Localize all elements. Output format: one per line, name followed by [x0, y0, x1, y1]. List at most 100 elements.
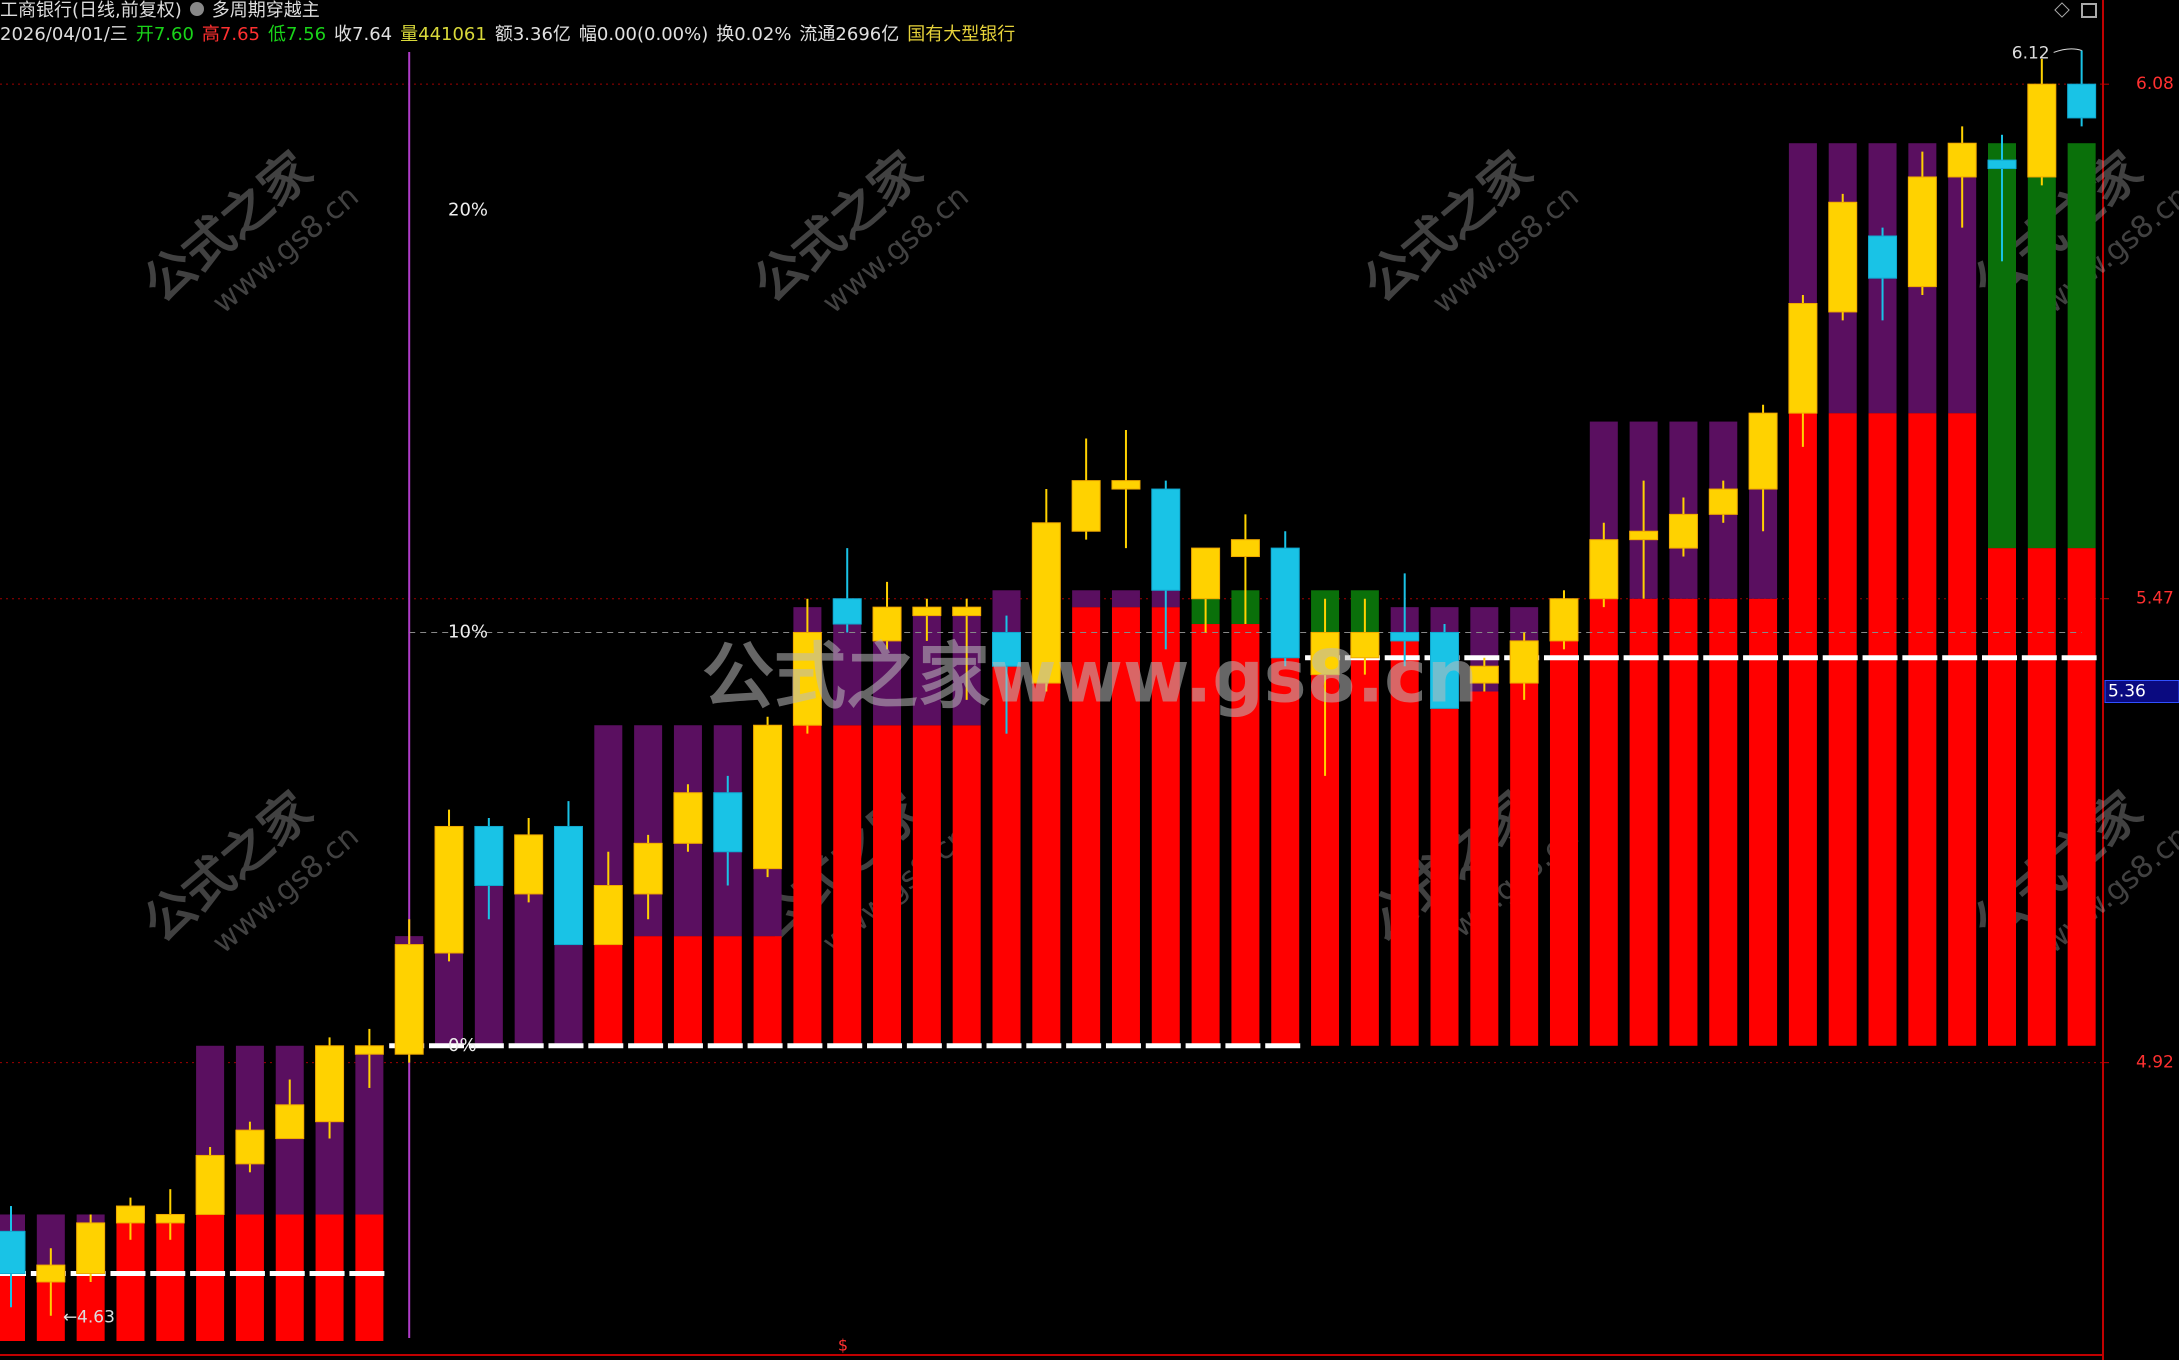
candle-body [275, 1104, 305, 1140]
red-bar [634, 936, 663, 1046]
red-bar [1191, 624, 1220, 1046]
candle-body [1071, 480, 1101, 532]
y-tick-label: 5.47 [2136, 589, 2174, 609]
candle-body [1668, 513, 1698, 549]
quote-item: 高7.65 [202, 20, 260, 46]
quote-label: 高 [201, 24, 220, 45]
candle-body [553, 825, 583, 946]
candle-body [1947, 142, 1977, 178]
quote-label: 收 [334, 24, 353, 45]
candle-body [155, 1213, 185, 1224]
red-bar [275, 1214, 304, 1341]
red-bar [1111, 607, 1140, 1046]
candle-body [593, 885, 623, 946]
candle-body [1270, 547, 1300, 659]
high-arrow [2053, 48, 2082, 53]
candle-body [952, 606, 982, 617]
red-bar [1908, 413, 1937, 1046]
icon-diamond [2054, 2, 2070, 18]
red-bar [793, 725, 822, 1046]
red-bar [196, 1214, 225, 1341]
red-bar [1669, 598, 1698, 1046]
red-bar [1470, 691, 1499, 1046]
quote-value: 7.64 [352, 24, 393, 45]
red-bar [833, 725, 862, 1046]
red-bar [1549, 640, 1578, 1046]
quote-label: 开 [135, 24, 154, 45]
candle-body [832, 598, 862, 625]
candle-body [1788, 302, 1818, 414]
candle-body [1509, 640, 1539, 684]
quote-value: 3.36亿 [512, 24, 571, 45]
indicator-icon [189, 2, 204, 16]
red-bar [315, 1214, 344, 1341]
quote-label: 额 [494, 24, 513, 45]
red-bar [1271, 657, 1300, 1046]
red-bar [1032, 666, 1061, 1046]
red-bar [713, 936, 742, 1046]
candle-body [1549, 598, 1579, 642]
candle-body [673, 792, 703, 844]
quote-item: 流通2696亿 [799, 20, 899, 46]
quote-item: 收7.64 [334, 20, 392, 46]
quote-value: 7.56 [285, 24, 327, 45]
y-tick-label: 6.08 [2136, 74, 2174, 94]
red-bar [873, 725, 902, 1046]
red-bar [355, 1214, 384, 1341]
low-label: ←4.63 [63, 1308, 115, 1328]
band-bar [514, 885, 543, 1046]
band-bar [2067, 143, 2096, 549]
red-bar [2067, 548, 2096, 1046]
high-label: 6.12 [2012, 43, 2050, 63]
quote-value: 2696亿 [835, 24, 900, 45]
quote-label: 低 [267, 24, 286, 45]
candle-body [195, 1154, 225, 1215]
candle-body [474, 825, 504, 887]
red-bar [1788, 413, 1817, 1046]
quote-label: 流通 [799, 24, 836, 45]
candle-body [394, 944, 424, 1055]
header-line-2: 2026/04/01/三 开7.60 高7.65 低7.56 收7.64 量441061… [0, 20, 1015, 46]
candle-body [434, 825, 464, 954]
red-bar [0, 1273, 25, 1341]
red-bar [1589, 598, 1618, 1046]
indicator-name: 多周期穿越主 [211, 0, 320, 21]
pct-label: 0% [448, 1035, 477, 1056]
candle-body [1230, 539, 1260, 558]
footer-mark: $ [838, 1336, 848, 1355]
red-bar [76, 1273, 105, 1341]
candle-body [1390, 631, 1420, 642]
quote-label: 幅 [578, 24, 597, 45]
red-bar [1390, 640, 1419, 1046]
quote-value: 7.65 [219, 24, 260, 45]
candle-body [1748, 412, 1778, 490]
last-price-box [2104, 680, 2179, 703]
date: 2026/04/01/三 [0, 24, 128, 45]
red-bar [1151, 607, 1180, 1046]
candle-body [1031, 522, 1061, 684]
band-bar [2027, 176, 2056, 549]
pct-label: 20% [448, 200, 488, 221]
red-bar [1231, 624, 1260, 1046]
red-bar [1868, 413, 1897, 1046]
candle-body [76, 1222, 106, 1275]
candle-body [1430, 631, 1460, 709]
watermark: 公式之家www.gs8.cn [1353, 141, 1586, 321]
candle-body [1868, 235, 1898, 279]
red-bar [1629, 598, 1658, 1046]
stock-title: 工商银行(日线,前复权) [0, 0, 182, 21]
candle-body [0, 1230, 26, 1275]
watermark: 公式之家www.gs8.cn [743, 141, 976, 321]
candle-body [315, 1045, 345, 1123]
quote-value: 7.60 [153, 24, 194, 45]
candle-body [1111, 480, 1141, 490]
red-bar [952, 725, 981, 1046]
red-bar [2027, 548, 2056, 1046]
quote-label: 量 [400, 24, 419, 45]
candle-body [1907, 176, 1937, 288]
candle-body [753, 724, 783, 870]
red-bar [1510, 674, 1539, 1046]
candle-body [1350, 631, 1380, 659]
y-tick-label: 4.92 [2136, 1053, 2174, 1073]
